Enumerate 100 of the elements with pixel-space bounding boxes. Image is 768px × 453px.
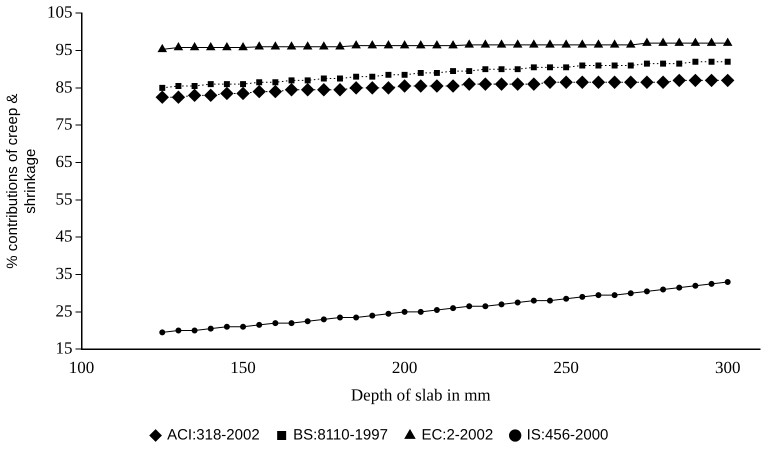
point <box>240 81 246 88</box>
point <box>304 318 311 324</box>
point <box>672 74 686 87</box>
point <box>450 68 456 74</box>
point <box>320 76 327 82</box>
point <box>175 83 182 89</box>
point <box>595 292 602 298</box>
point <box>608 76 622 89</box>
point <box>158 44 167 52</box>
point <box>708 58 715 65</box>
point <box>688 74 702 87</box>
point <box>434 307 440 313</box>
point <box>464 40 474 48</box>
point <box>530 64 537 70</box>
point <box>594 40 603 48</box>
point <box>352 40 361 48</box>
point <box>721 74 734 87</box>
point <box>513 40 522 48</box>
point <box>656 76 670 89</box>
point <box>690 38 700 46</box>
point <box>287 42 296 50</box>
point <box>252 85 266 98</box>
point <box>270 42 280 50</box>
point <box>434 70 440 76</box>
point <box>592 76 605 89</box>
point <box>640 76 654 89</box>
point <box>480 40 490 48</box>
point <box>432 40 442 48</box>
point <box>644 60 650 67</box>
point <box>546 298 553 304</box>
y-tick-label: 75 <box>56 114 72 134</box>
point <box>301 83 314 96</box>
point <box>240 324 246 330</box>
point <box>610 40 620 48</box>
point <box>175 328 182 334</box>
point <box>660 286 666 292</box>
point <box>527 78 540 91</box>
point <box>724 58 731 65</box>
point <box>382 81 395 94</box>
y-tick-label: 25 <box>56 301 72 320</box>
y-axis-title: % contributions of creep & shrinkage <box>4 94 40 269</box>
point <box>562 40 571 48</box>
point <box>448 40 458 48</box>
y-tick-label: 95 <box>56 40 72 59</box>
point <box>497 40 506 48</box>
point <box>192 83 198 89</box>
point <box>224 324 230 330</box>
point <box>578 40 587 48</box>
point <box>692 58 698 65</box>
point <box>336 314 343 320</box>
point <box>206 42 216 50</box>
point <box>208 326 214 332</box>
point <box>724 279 731 285</box>
y-tick-label: 45 <box>56 226 72 246</box>
point <box>529 40 538 48</box>
point <box>543 76 556 89</box>
point <box>705 74 718 87</box>
point <box>172 90 185 104</box>
point <box>628 62 634 68</box>
point <box>579 62 586 68</box>
point <box>288 320 295 326</box>
point <box>514 300 521 306</box>
point <box>192 328 198 334</box>
point <box>450 305 456 312</box>
point <box>272 320 278 326</box>
point <box>446 80 460 92</box>
point <box>576 76 589 89</box>
point <box>369 74 376 80</box>
x-tick-label: 250 <box>553 358 579 377</box>
point <box>317 83 330 96</box>
point <box>402 308 408 315</box>
legend-label: IS:456-2000 <box>526 426 608 444</box>
point <box>579 294 586 300</box>
point <box>707 38 716 46</box>
point <box>723 38 732 46</box>
point <box>658 38 668 46</box>
y-tick-label: 15 <box>56 338 72 358</box>
point <box>159 329 166 336</box>
point <box>402 72 408 78</box>
x-tick-label: 200 <box>392 358 418 377</box>
point <box>285 83 298 96</box>
point <box>674 38 684 46</box>
point <box>368 40 377 48</box>
point <box>268 85 282 98</box>
point <box>676 284 682 291</box>
point <box>224 81 230 88</box>
point <box>478 78 492 91</box>
y-tick-label: 65 <box>56 152 72 171</box>
point <box>644 288 650 294</box>
point <box>174 42 183 50</box>
point <box>708 280 715 287</box>
point <box>416 40 426 48</box>
x-axis-title: Depth of slab in mm <box>350 385 491 404</box>
point <box>320 316 327 322</box>
point <box>385 310 392 317</box>
point <box>288 77 294 84</box>
point <box>398 80 412 92</box>
point <box>190 42 199 50</box>
point <box>256 322 262 328</box>
legend-label: EC:2-2002 <box>421 426 494 444</box>
